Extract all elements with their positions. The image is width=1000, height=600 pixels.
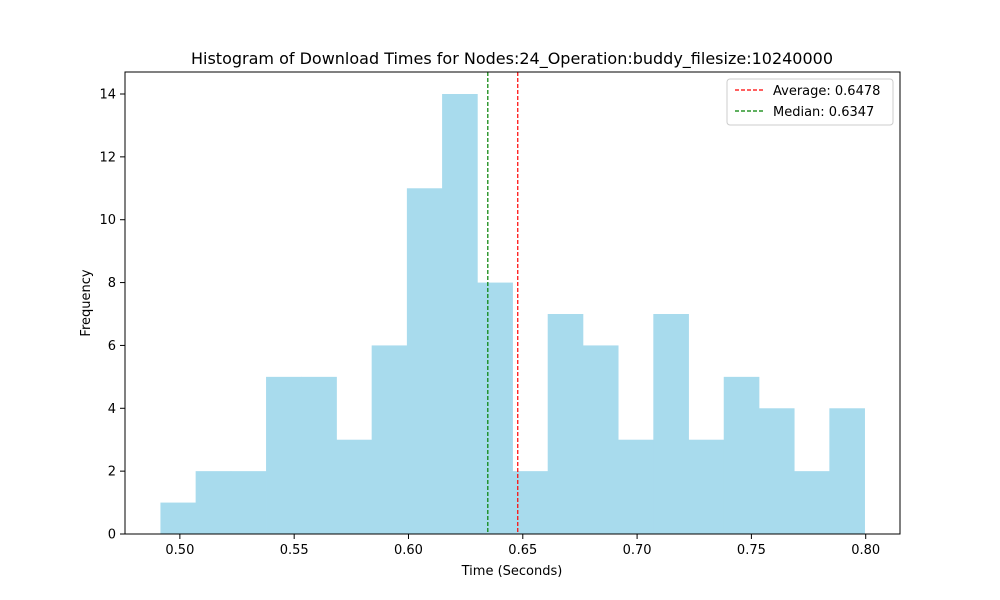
histogram-bar xyxy=(723,376,760,534)
histogram-bar xyxy=(160,502,197,534)
x-tick-label: 0.80 xyxy=(851,543,880,558)
x-tick-label: 0.70 xyxy=(623,543,652,558)
legend: Average: 0.6478 Median: 0.6347 xyxy=(726,78,894,126)
x-axis-label: Time (Seconds) xyxy=(461,564,563,579)
histogram-bar xyxy=(477,282,513,534)
y-axis-ticks: 0 2 4 6 8 10 12 14 xyxy=(99,88,125,543)
histogram-bar xyxy=(195,471,232,534)
histogram-bar xyxy=(336,439,373,534)
x-axis-ticks: 0.50 0.55 0.60 0.65 0.70 0.75 0.80 xyxy=(165,534,880,558)
y-tick-label: 0 xyxy=(108,528,116,543)
histogram-bar xyxy=(512,471,549,534)
x-tick-label: 0.75 xyxy=(737,543,766,558)
y-tick-label: 6 xyxy=(108,339,116,354)
histogram-bar xyxy=(582,345,619,534)
histogram-bar xyxy=(301,376,337,534)
histogram-bar xyxy=(230,471,267,534)
legend-box xyxy=(726,78,894,126)
histogram-bar xyxy=(406,188,443,535)
y-tick-label: 14 xyxy=(99,88,116,103)
histogram-bar xyxy=(442,94,478,534)
y-tick-label: 8 xyxy=(108,276,116,291)
y-tick-label: 10 xyxy=(99,213,116,228)
histogram-bar xyxy=(829,408,865,534)
histogram-bar xyxy=(371,345,408,534)
plot-frame xyxy=(124,71,901,535)
reference-lines xyxy=(487,72,519,534)
y-axis-label: Frequency xyxy=(79,269,94,336)
x-tick-label: 0.50 xyxy=(165,543,194,558)
histogram-bar xyxy=(547,314,584,534)
histogram-bar xyxy=(266,376,302,534)
y-tick-label: 12 xyxy=(99,150,116,165)
legend-entry-label: Average: 0.6478 xyxy=(773,84,880,99)
histogram-bars xyxy=(160,94,865,535)
histogram-bar xyxy=(688,439,725,534)
y-tick-label: 2 xyxy=(108,465,116,480)
histogram-bar xyxy=(758,408,795,534)
y-tick-label: 4 xyxy=(108,402,116,417)
histogram-bar xyxy=(794,471,830,534)
x-tick-label: 0.55 xyxy=(280,543,309,558)
chart-title: Histogram of Download Times for Nodes:24… xyxy=(191,49,833,69)
legend-entry-label: Median: 0.6347 xyxy=(773,105,874,120)
histogram-bar xyxy=(618,439,654,534)
histogram-bar xyxy=(653,314,689,534)
x-tick-label: 0.65 xyxy=(508,543,537,558)
x-tick-label: 0.60 xyxy=(394,543,423,558)
